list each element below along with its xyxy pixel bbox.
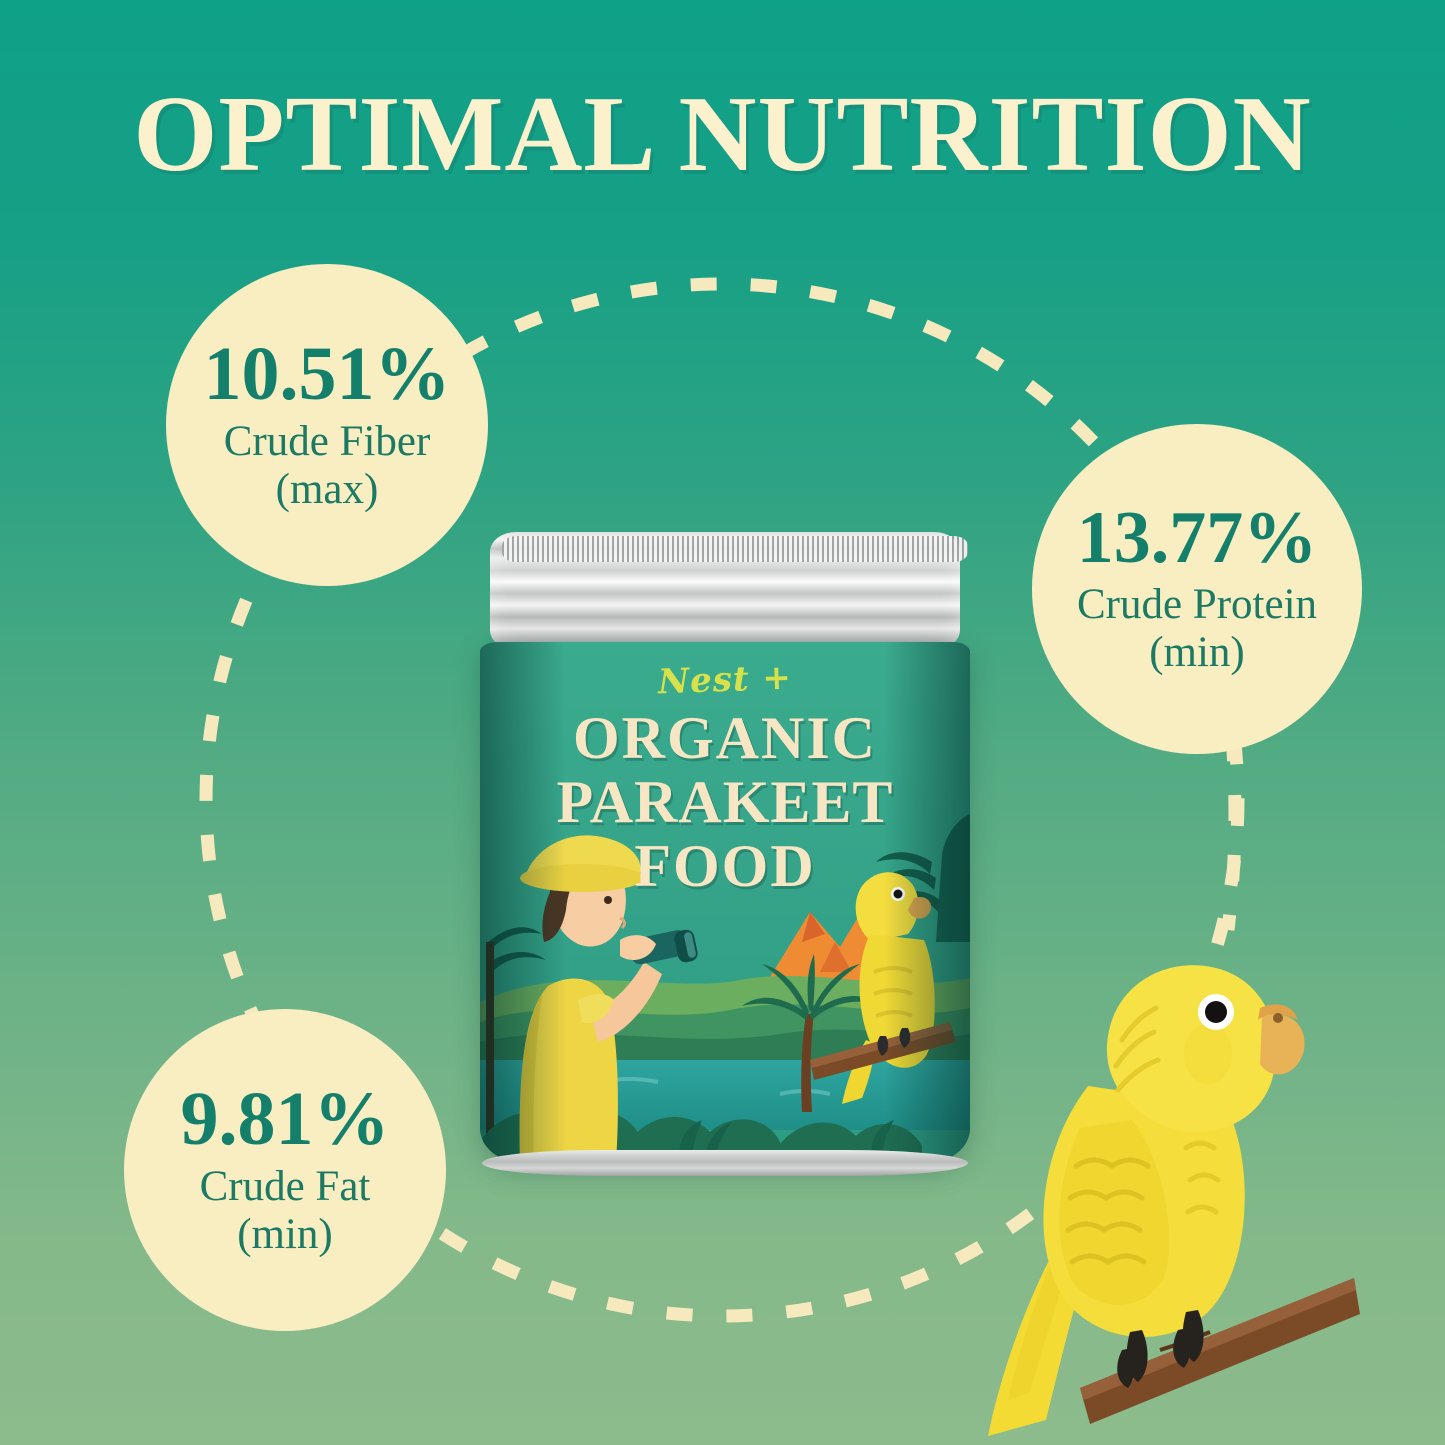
can-base-rim — [482, 1150, 968, 1176]
parakeet-illustration — [988, 965, 1360, 1436]
parakeet-feet — [1117, 1310, 1204, 1388]
can-lid-knurling — [502, 536, 968, 562]
crown-detail — [1113, 1005, 1161, 1093]
cheek-patch — [1184, 1024, 1232, 1084]
badge-crude-fat: 9.81% Crude Fat (min) — [124, 1009, 446, 1331]
badge-fat-qualifier: (min) — [237, 1211, 333, 1258]
badge-protein-qualifier: (min) — [1149, 629, 1245, 676]
badge-protein-label: Crude Protein — [1076, 580, 1318, 628]
page-title: OPTIMAL NUTRITION — [133, 75, 1312, 194]
parakeet-beak — [1260, 1014, 1305, 1075]
can-body-label: Nest + ORGANIC PARAKEET FOOD — [480, 642, 970, 1162]
badge-protein-percent: 13.77% — [1076, 496, 1318, 579]
badge-fiber-label: Crude Fiber — [223, 417, 431, 465]
badge-fiber-qualifier: (max) — [275, 466, 379, 513]
badge-fat-percent: 9.81% — [180, 1076, 390, 1161]
product-name-line-3: FOOD — [634, 833, 816, 899]
product-name-line-2: PARAKEET — [556, 769, 894, 835]
badge-crude-fiber: 10.51% Crude Fiber (max) — [166, 264, 488, 586]
wing-feather-detail — [1065, 1157, 1151, 1266]
product-name-line-1: ORGANIC — [572, 705, 877, 771]
can-lid — [490, 532, 968, 650]
product-can: Nest + ORGANIC PARAKEET FOOD — [480, 532, 970, 1176]
palm-tree-center — [742, 954, 878, 1112]
breast-feather-detail — [1183, 1140, 1221, 1215]
badge-fat-label: Crude Fat — [199, 1162, 371, 1210]
badge-fiber-percent: 10.51% — [203, 331, 451, 416]
badge-crude-protein: 13.77% Crude Protein (min) — [1032, 424, 1362, 754]
